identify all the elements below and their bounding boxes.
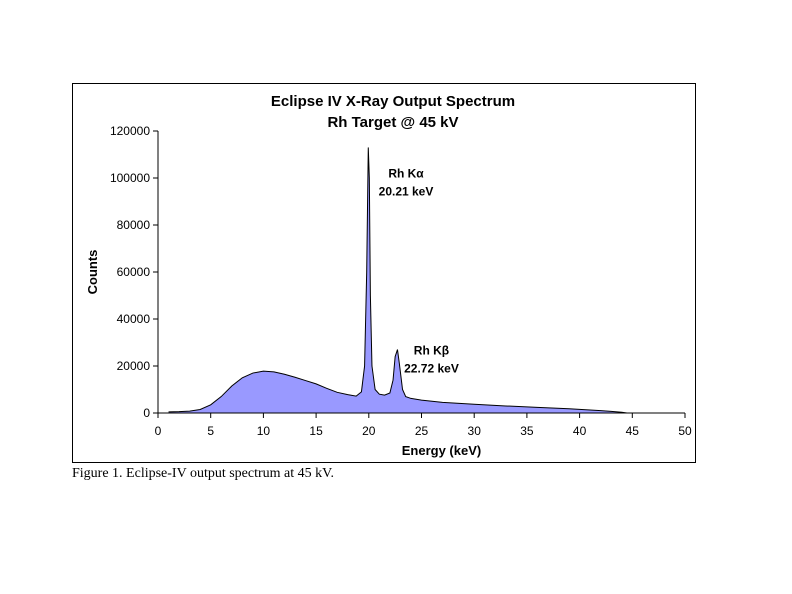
x-tick-label-10: 10: [257, 424, 271, 438]
y-tick-label-80000: 80000: [117, 218, 151, 232]
y-tick-label-40000: 40000: [117, 312, 151, 326]
peak-label-2-line-2: 22.72 keV: [404, 362, 459, 376]
y-tick-label-20000: 20000: [117, 359, 151, 373]
peak-label-2-line-1: Rh Kβ: [414, 344, 449, 358]
spectrum-chart: Eclipse IV X-Ray Output Spectrum Rh Targe…: [85, 93, 692, 458]
x-axis-label: Energy (keV): [402, 443, 481, 458]
x-tick-label-5: 5: [207, 424, 214, 438]
x-tick-label-40: 40: [573, 424, 587, 438]
x-tick-label-15: 15: [309, 424, 323, 438]
spectrum-outline-0: [168, 147, 628, 414]
x-tick-label-20: 20: [362, 424, 376, 438]
y-tick-label-60000: 60000: [117, 265, 151, 279]
chart-title-line-1: Eclipse IV X-Ray Output Spectrum: [271, 93, 515, 110]
y-axis-label: Counts: [85, 250, 100, 295]
chart-title-line-2: Rh Target @ 45 kV: [327, 114, 458, 131]
figure-caption: Figure 1. Eclipse-IV output spectrum at …: [72, 466, 334, 481]
x-tick-label-50: 50: [678, 424, 692, 438]
peak-label-1-line-1: Rh Kα: [388, 166, 424, 180]
x-tick-label-35: 35: [520, 424, 534, 438]
y-tick-label-120000: 120000: [110, 124, 150, 138]
x-tick-label-45: 45: [626, 424, 640, 438]
x-tick-label-30: 30: [468, 424, 482, 438]
y-tick-label-100000: 100000: [110, 171, 150, 185]
peak-label-1-line-2: 20.21 keV: [379, 184, 434, 198]
chart-frame: Eclipse IV X-Ray Output Spectrum Rh Targe…: [72, 83, 696, 463]
x-tick-label-25: 25: [415, 424, 429, 438]
spectrum-area-0: [168, 147, 628, 413]
x-tick-label-0: 0: [155, 424, 162, 438]
y-tick-label-0: 0: [143, 406, 150, 420]
